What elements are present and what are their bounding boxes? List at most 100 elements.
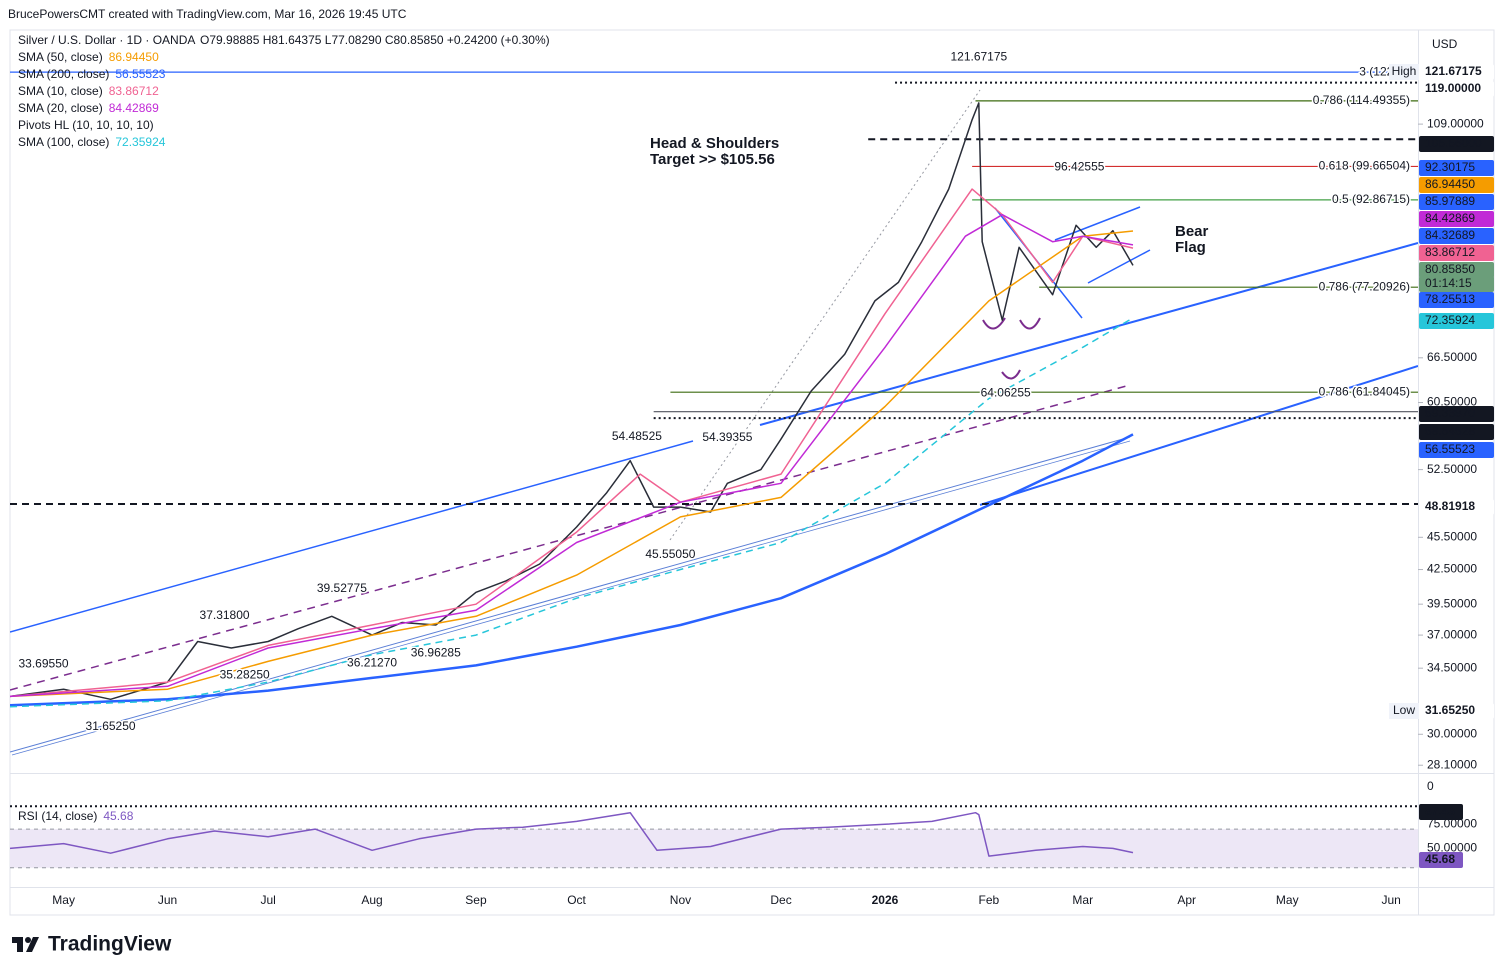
price-tag-label: 31.65250 xyxy=(1425,703,1475,717)
line-label: 0.618 (99.66504) xyxy=(1319,159,1410,173)
brand-name: TradingView xyxy=(48,933,172,956)
price-tag xyxy=(1419,136,1494,152)
pivot-label: 33.69550 xyxy=(18,657,68,671)
rsi-tag xyxy=(1419,852,1463,868)
trend-line xyxy=(11,440,1131,756)
price-tag xyxy=(1419,177,1494,193)
series-line xyxy=(10,102,1134,701)
shoulder-marks xyxy=(982,317,1041,380)
fib-base-line xyxy=(669,89,981,541)
pivot-label: 39.52775 xyxy=(317,581,367,595)
pivot-label: 37.31800 xyxy=(200,608,250,622)
x-tick-label: Jun xyxy=(158,893,177,907)
x-tick-label: May xyxy=(1276,893,1299,907)
legend-name: SMA (10, close) xyxy=(18,84,103,98)
x-tick-label: Apr xyxy=(1177,893,1196,907)
price-tag xyxy=(1419,64,1494,80)
x-tick-label: Sep xyxy=(465,893,487,907)
price-tag xyxy=(1419,276,1494,292)
y-tick-label: 28.10000 xyxy=(1427,757,1477,771)
trend-line xyxy=(10,436,1131,753)
rsi-legend-name: RSI (14, close) xyxy=(18,809,97,823)
x-tick-label: Mar xyxy=(1072,893,1093,907)
pivot-label: 54.39355 xyxy=(702,430,752,444)
pivot-label: 36.96285 xyxy=(411,646,461,660)
x-tick-label: Nov xyxy=(670,893,691,907)
price-tag-label: 105.56000 xyxy=(1425,136,1482,150)
pivot-label: 45.55050 xyxy=(645,547,695,561)
legend-name: SMA (100, close) xyxy=(18,135,109,149)
y-tick-label: 39.50000 xyxy=(1427,596,1477,610)
price-tag xyxy=(1419,160,1494,176)
pivot-label: 35.28250 xyxy=(220,668,270,682)
rsi-legend-value: 45.68 xyxy=(103,809,133,823)
y-tick-label: 37.00000 xyxy=(1427,627,1477,641)
y-tick-label: 45.50000 xyxy=(1427,529,1477,543)
line-label: 0.786 (77.20926) xyxy=(1319,279,1410,293)
x-tick-label: May xyxy=(52,893,75,907)
trend-line xyxy=(759,242,1418,426)
price-tag xyxy=(1419,703,1494,719)
flag-line xyxy=(1054,206,1141,241)
rsi-legend: RSI (14, close) 45.68 xyxy=(18,809,134,823)
price-tag-label: 84.42869 xyxy=(1425,211,1475,225)
pivot-label: 31.65250 xyxy=(86,719,136,733)
price-tag-label: 58.54528 xyxy=(1425,424,1475,438)
legend-entry: SMA (50, close) 86.94450 xyxy=(18,50,159,64)
price-tag-caption-box xyxy=(1389,64,1419,80)
legend-entry: SMA (10, close) 83.86712 xyxy=(18,84,159,98)
legend-entry: SMA (20, close) 84.42869 xyxy=(18,101,159,115)
price-tag xyxy=(1419,292,1494,308)
rsi-y-tick-label: 50.00000 xyxy=(1427,841,1477,855)
pivot-label: 64.06255 xyxy=(981,386,1031,400)
price-tag xyxy=(1419,442,1494,458)
price-pane: 3 (122.780.786 (114.49355)0.618 (99.6650… xyxy=(10,48,1418,756)
price-tag xyxy=(1419,406,1494,422)
price-tag-label: 84.32689 xyxy=(1425,228,1475,242)
flag-line xyxy=(1087,249,1151,284)
note: Flag xyxy=(1175,239,1206,256)
rsi-tag-label: 45.68 xyxy=(1425,852,1455,866)
y-tick-label: 109.00000 xyxy=(1427,116,1484,130)
pivot-label: 54.48525 xyxy=(612,429,662,443)
price-tag-label: 56.55523 xyxy=(1425,442,1475,456)
price-tag-caption-box xyxy=(1389,703,1419,719)
price-tag-label: 72.35924 xyxy=(1425,313,1475,327)
price-tag-caption: High xyxy=(1392,64,1417,78)
legend-entry: SMA (200, close) 56.55523 xyxy=(18,67,166,81)
legend-name: Pivots HL (10, 10, 10, 10) xyxy=(18,118,154,132)
volume-axis-label: 0 xyxy=(1427,779,1434,793)
line-label: 0.786 (114.49355) xyxy=(1313,93,1410,107)
price-tag-label: 85.97889 xyxy=(1425,194,1475,208)
price-tag xyxy=(1419,81,1494,97)
price-tag xyxy=(1419,424,1494,440)
x-tick-label: Aug xyxy=(361,893,382,907)
x-tick-label: Feb xyxy=(979,893,1000,907)
note: Head & Shoulders xyxy=(650,135,779,152)
note: Target >> $105.56 xyxy=(650,151,775,168)
line-label: 0.5 (92.86715) xyxy=(1332,192,1410,206)
series-line xyxy=(10,433,1134,707)
rsi-tag-label: 87.43 xyxy=(1425,804,1455,818)
y-tick-label: 66.50000 xyxy=(1427,350,1477,364)
price-tag-label: 86.94450 xyxy=(1425,177,1475,191)
price-tag-label: 83.86712 xyxy=(1425,245,1475,259)
legend-entry: Pivots HL (10, 10, 10, 10) xyxy=(18,118,154,132)
price-tag xyxy=(1419,194,1494,210)
legend-entry: SMA (100, close) 72.35924 xyxy=(18,135,166,149)
trend-line xyxy=(979,365,1418,506)
legend-value: 72.35924 xyxy=(115,135,165,149)
price-tag-label: 121.67175 xyxy=(1425,64,1482,78)
series-line xyxy=(10,213,1134,698)
price-tag xyxy=(1419,211,1494,227)
y-tick-label: 52.50000 xyxy=(1427,462,1477,476)
quote: O79.98885 H81.64375 L77.08290 C80.85850 … xyxy=(200,33,550,47)
rsi-tag xyxy=(1419,804,1463,820)
series-line xyxy=(10,317,1134,708)
x-tick-label: Jun xyxy=(1382,893,1401,907)
currency-label: USD xyxy=(1432,37,1458,51)
y-tick-label: 30.00000 xyxy=(1427,726,1477,740)
legend-value: 84.42869 xyxy=(109,101,159,115)
